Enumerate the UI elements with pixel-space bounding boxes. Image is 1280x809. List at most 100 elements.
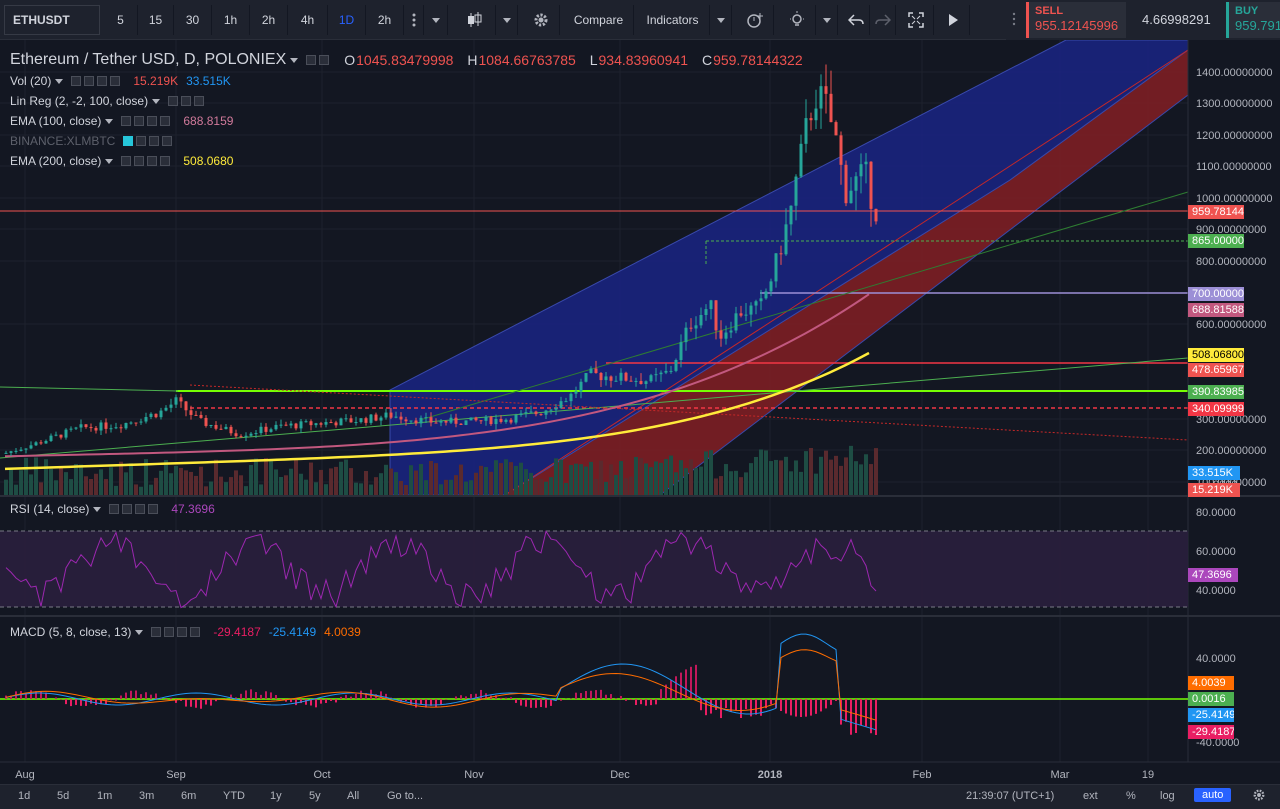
gear-icon[interactable] [319, 55, 330, 65]
interval-dropdown-chevron-icon[interactable] [424, 5, 448, 35]
gear-icon[interactable] [84, 76, 95, 86]
gear-icon[interactable] [164, 627, 175, 637]
eye-icon[interactable] [168, 96, 179, 106]
plus-icon[interactable] [147, 116, 158, 126]
candle-body [844, 164, 848, 204]
range-3m-button[interactable]: 3m [139, 790, 155, 802]
interval-30m-button[interactable]: 30 [174, 5, 212, 35]
goto-date-button[interactable]: Go to... [387, 790, 424, 802]
indicators-button[interactable]: Indicators [636, 5, 710, 35]
eye-icon[interactable] [109, 504, 120, 514]
range-1d-button[interactable]: 1d [18, 790, 31, 802]
gear-icon[interactable] [181, 96, 192, 106]
interval-4h-button[interactable]: 4h [288, 5, 328, 35]
settings-gear-icon[interactable] [522, 5, 560, 35]
time-axis[interactable]: Aug Sep Oct Nov Dec 2018 Feb Mar 19 [15, 769, 1154, 781]
clock-timezone[interactable]: 21:39:07 (UTC+1) [966, 790, 1055, 802]
candles-style-icon[interactable] [452, 5, 496, 35]
undo-arrow-icon[interactable] [842, 5, 870, 35]
volume-bar [494, 460, 498, 495]
study-chevron-icon[interactable] [93, 506, 102, 512]
study-name: EMA (100, close) [10, 114, 102, 128]
percent-scale-toggle[interactable]: % [1126, 790, 1136, 802]
study-legend-volume[interactable]: Vol (20) 15.219K 33.515K [10, 74, 231, 88]
chart-canvas[interactable]: 1400.00000000 1300.00000000 1200.00000000 1… [0, 39, 1280, 784]
main-series-legend[interactable]: Ethereum / Tether USD, D, POLONIEX O1045… [10, 51, 813, 69]
range-ytd-button[interactable]: YTD [223, 790, 245, 802]
study-legend-compare[interactable]: BINANCE:XLMBTC [10, 134, 181, 148]
study-legend-ema100[interactable]: EMA (100, close) 688.8159 [10, 114, 233, 128]
eye-icon[interactable] [121, 156, 132, 166]
range-5y-button[interactable]: 5y [309, 790, 321, 802]
close-icon[interactable] [194, 96, 205, 106]
close-icon[interactable] [160, 156, 171, 166]
fullscreen-icon[interactable] [898, 5, 934, 35]
interval-2h-button[interactable]: 2h [250, 5, 288, 35]
interval-1h-button[interactable]: 1h [212, 5, 250, 35]
close-icon[interactable] [110, 76, 121, 86]
range-1y-button[interactable]: 1y [270, 790, 282, 802]
legend-chevron-icon[interactable] [290, 57, 299, 63]
plus-icon[interactable] [135, 504, 146, 514]
interval-2h-custom-button[interactable]: 2h [366, 5, 404, 35]
indicators-chevron-icon[interactable] [710, 5, 732, 35]
range-1m-button[interactable]: 1m [97, 790, 113, 802]
candle-body [154, 413, 158, 418]
chart-settings-gear-icon[interactable] [1252, 788, 1266, 805]
chart-area[interactable]: 1400.00000000 1300.00000000 1200.00000000 1… [0, 39, 1280, 784]
study-legend-ema200[interactable]: EMA (200, close) 508.0680 [10, 154, 233, 168]
interval-5m-button[interactable]: 5 [104, 5, 138, 35]
plus-icon[interactable] [149, 136, 160, 146]
study-chevron-icon[interactable] [55, 78, 64, 84]
rsi-tick-label: 80.0000 [1196, 507, 1236, 519]
close-icon[interactable] [162, 136, 173, 146]
redo-arrow-icon[interactable] [870, 5, 896, 35]
volume-bar [154, 477, 158, 495]
eye-icon[interactable] [121, 116, 132, 126]
study-chevron-icon[interactable] [105, 158, 114, 164]
drag-handle-icon[interactable] [1012, 12, 1016, 28]
study-chevron-icon[interactable] [152, 98, 161, 104]
macd-axis[interactable]: 40.0000 -40.0000 [1196, 653, 1239, 749]
gear-icon[interactable] [134, 116, 145, 126]
gear-icon[interactable] [136, 136, 147, 146]
sell-button[interactable]: SELL 955.12145996 [1026, 2, 1126, 38]
range-5d-button[interactable]: 5d [57, 790, 70, 802]
gear-icon[interactable] [122, 504, 133, 514]
price-axis[interactable]: 1400.00000000 1300.00000000 1200.00000000 1… [1196, 67, 1272, 491]
rsi-legend[interactable]: RSI (14, close) 47.3696 [10, 502, 215, 516]
idea-chevron-icon[interactable] [816, 5, 838, 35]
interval-15m-button[interactable]: 15 [138, 5, 174, 35]
macd-legend[interactable]: MACD (5, 8, close, 13) -29.4187 -25.4149… [10, 625, 361, 639]
range-all-button[interactable]: All [347, 790, 360, 802]
interval-1d-button[interactable]: 1D [328, 5, 366, 35]
alert-clock-icon[interactable] [736, 5, 774, 35]
ext-hours-toggle[interactable]: ext [1083, 790, 1098, 802]
symbol-search-input[interactable]: ETHUSDT [4, 5, 100, 35]
eye-icon[interactable] [123, 136, 134, 146]
plus-icon[interactable] [177, 627, 188, 637]
gear-icon[interactable] [134, 156, 145, 166]
range-6m-button[interactable]: 6m [181, 790, 197, 802]
auto-scale-toggle[interactable]: auto [1194, 788, 1232, 802]
study-chevron-icon[interactable] [135, 629, 144, 635]
close-icon[interactable] [160, 116, 171, 126]
eye-icon[interactable] [71, 76, 82, 86]
plus-icon[interactable] [97, 76, 108, 86]
study-legend-linreg[interactable]: Lin Reg (2, -2, 100, close) [10, 94, 213, 108]
plus-icon[interactable] [147, 156, 158, 166]
close-icon[interactable] [190, 627, 201, 637]
log-scale-toggle[interactable]: log [1160, 790, 1175, 802]
eye-icon[interactable] [306, 55, 317, 65]
chart-style-chevron-icon[interactable] [496, 5, 518, 35]
close-icon[interactable] [148, 504, 159, 514]
legend-buttons[interactable] [306, 55, 332, 65]
idea-bulb-icon[interactable] [778, 5, 816, 35]
compare-button[interactable]: Compare [564, 5, 634, 35]
rsi-axis[interactable]: 80.0000 60.0000 40.0000 [1196, 507, 1236, 597]
study-chevron-icon[interactable] [105, 118, 114, 124]
replay-play-icon[interactable] [936, 5, 970, 35]
eye-icon[interactable] [151, 627, 162, 637]
more-intervals-icon[interactable] [404, 5, 424, 35]
